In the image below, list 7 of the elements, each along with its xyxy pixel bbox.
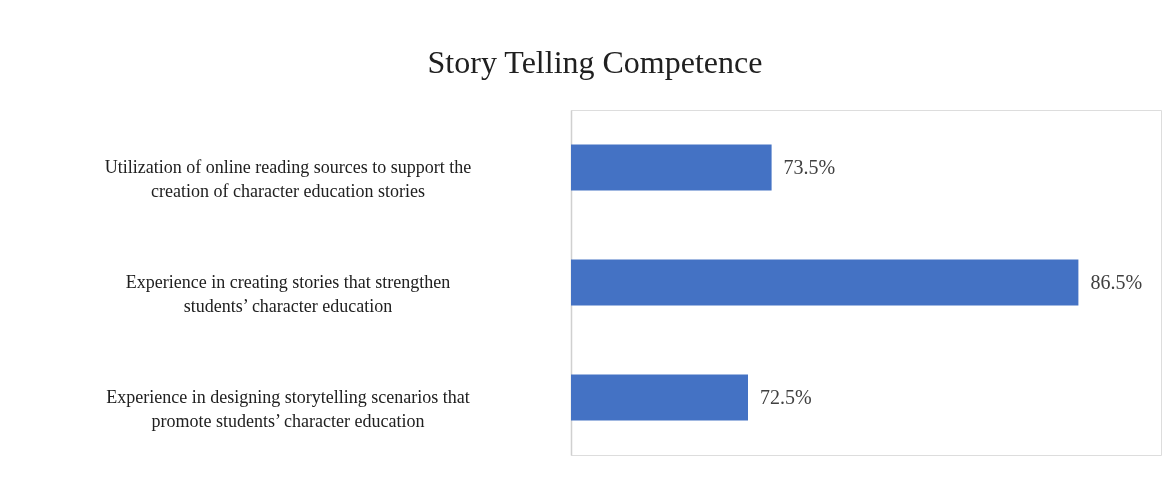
y-tick-label: Experience in designing storytelling scenarios that promote students’ character education: [106, 386, 470, 431]
data-label: 86.5%: [1090, 270, 1143, 293]
data-label: 73.5%: [783, 155, 836, 178]
chart-title: Story Telling Competence: [427, 44, 763, 80]
y-tick-label: Utilization of online reading sources to support the creation of character education stories: [104, 156, 472, 201]
y-tick-label: Experience in creating stories that strengthen students’ character education: [125, 271, 451, 316]
data-label: 72.5%: [760, 385, 812, 408]
